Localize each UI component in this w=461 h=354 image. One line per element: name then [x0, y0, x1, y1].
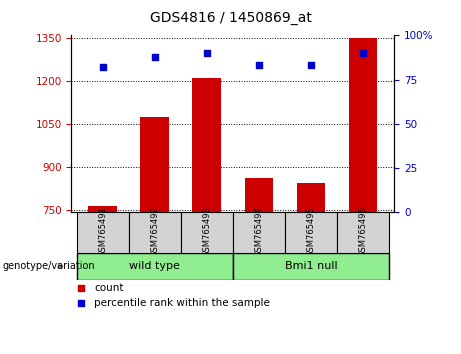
Text: GDS4816 / 1450869_at: GDS4816 / 1450869_at	[149, 11, 312, 25]
Text: Bmi1 null: Bmi1 null	[284, 261, 337, 272]
Bar	[233, 253, 389, 280]
Bar	[296, 183, 325, 212]
Bar	[77, 253, 233, 280]
Text: GSM765492: GSM765492	[150, 207, 159, 257]
Text: percentile rank within the sample: percentile rank within the sample	[94, 298, 270, 308]
Bar	[349, 38, 377, 212]
Point	[307, 63, 314, 68]
Bar	[337, 212, 389, 253]
Point	[255, 63, 262, 68]
Text: GSM765493: GSM765493	[202, 206, 211, 257]
Point	[203, 50, 211, 56]
Bar	[141, 117, 169, 212]
Text: genotype/variation: genotype/variation	[2, 261, 95, 272]
Point	[359, 50, 366, 56]
Bar	[233, 212, 285, 253]
Bar	[244, 178, 273, 212]
Text: GSM765495: GSM765495	[307, 207, 315, 257]
Text: count: count	[94, 283, 124, 293]
Text: wild type: wild type	[129, 261, 180, 272]
Text: GSM765496: GSM765496	[358, 206, 367, 257]
Bar	[89, 206, 117, 212]
Bar	[181, 212, 233, 253]
Point	[77, 300, 85, 306]
Bar	[77, 212, 129, 253]
Text: GSM765494: GSM765494	[254, 207, 263, 257]
Point	[99, 64, 106, 70]
Bar	[193, 78, 221, 212]
Bar	[129, 212, 181, 253]
Bar	[285, 212, 337, 253]
Text: GSM765491: GSM765491	[98, 207, 107, 257]
Point	[151, 54, 159, 59]
Point	[77, 285, 85, 291]
